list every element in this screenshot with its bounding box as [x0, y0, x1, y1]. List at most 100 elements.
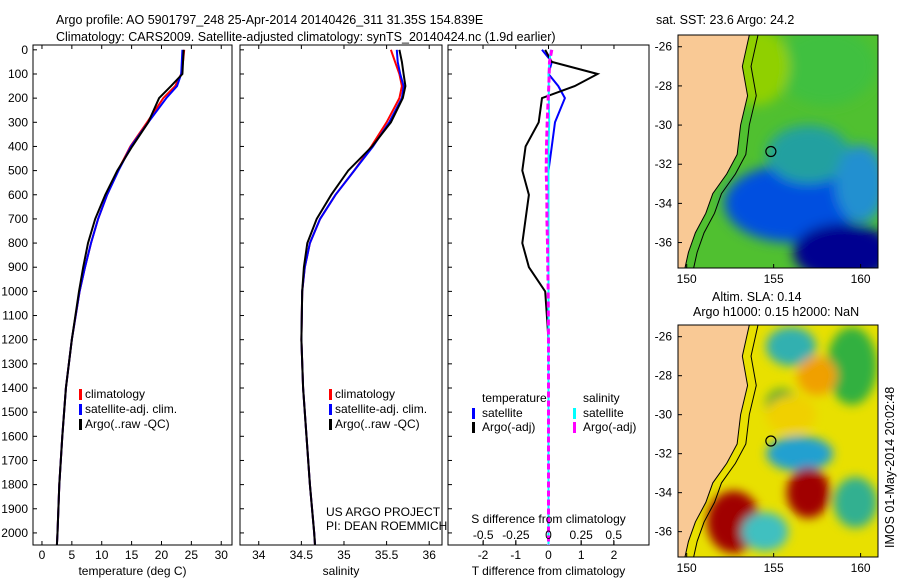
map-frame	[677, 324, 879, 558]
legend-label: Argo(..raw -QC)	[85, 417, 170, 431]
legend-label: climatology	[335, 387, 395, 401]
legend-label: satellite-adj. clim.	[85, 402, 177, 416]
legend-swatch	[79, 419, 82, 430]
map-anomaly-patch	[835, 144, 878, 223]
legend-label: climatology	[85, 387, 145, 401]
x-tick-label: 1	[578, 548, 585, 562]
y-tick-label: 2000	[1, 526, 28, 540]
x-tick-label: 30	[215, 548, 229, 562]
map-anomaly-patch	[775, 35, 876, 106]
y-tick-label: 1100	[2, 309, 28, 323]
y-tick-label: 1300	[1, 357, 28, 371]
x-tick-label: 15	[125, 548, 139, 562]
sst-map-title: sat. SST: 23.6 Argo: 24.2	[656, 13, 795, 27]
y-tick-label: 1700	[1, 453, 28, 467]
map-anomaly-patch	[793, 223, 878, 268]
land	[678, 325, 750, 557]
y-tick-label: 1500	[1, 405, 28, 419]
map-anomaly-patch	[765, 395, 817, 435]
legend-label: satellite-adj. clim.	[335, 402, 427, 416]
map-blobs	[722, 35, 878, 268]
legend-label: satellite	[583, 406, 624, 420]
isobath-line	[693, 35, 759, 268]
legend-label: satellite	[482, 406, 523, 420]
map-field	[678, 325, 878, 557]
legend-swatch	[573, 422, 576, 433]
x-tick-label: -1	[510, 548, 521, 562]
y-tick-label: 1000	[1, 284, 28, 298]
x-tick-label: 0	[39, 548, 46, 562]
x-tick-label: 25	[185, 548, 199, 562]
y-tick-label: 600	[8, 188, 28, 202]
coastline	[684, 325, 750, 557]
x-tick-label: 34	[252, 548, 266, 562]
title-line-1: Argo profile: AO 5901797_248 25-Apr-2014…	[56, 13, 484, 27]
y-tick-label: 0	[21, 43, 28, 57]
lon-tick-label: 160	[851, 561, 871, 575]
lat-tick-label: -26	[655, 330, 673, 344]
series-line-s-argo-adj-	[544, 49, 554, 545]
lat-tick-label: -30	[655, 118, 673, 132]
isobath-line	[693, 325, 759, 557]
series-line-argo-raw-qc-	[55, 49, 185, 546]
x-tick-label: 35.5	[375, 548, 399, 562]
map-anomaly-patch	[765, 326, 817, 366]
sst-map	[677, 34, 879, 269]
argo-location-marker	[765, 145, 777, 158]
legend-swatch	[329, 419, 332, 430]
y-tick-label: 1800	[1, 478, 28, 492]
lon-tick-label: 160	[851, 272, 871, 286]
legend-swatch	[472, 408, 475, 419]
lat-tick-label: -36	[655, 236, 673, 250]
x2-tick-label: -0.25	[502, 528, 530, 542]
legend-label: Argo(..raw -QC)	[335, 417, 420, 431]
project-line-2: PI: DEAN ROEMMICH	[326, 519, 448, 533]
panel-frame	[32, 44, 233, 546]
lat-tick-label: -28	[655, 79, 673, 93]
map-blobs	[706, 326, 878, 554]
lon-tick-label: 150	[677, 272, 697, 286]
legend-title-salinity: salinity	[583, 391, 620, 405]
title-line-2: Climatology: CARS2009. Satellite-adjuste…	[56, 30, 556, 44]
legend-title-temperature: temperature	[482, 391, 547, 405]
legend-swatch	[79, 404, 82, 415]
y-tick-label: 900	[8, 260, 28, 274]
x-axis-label: temperature (deg C)	[78, 564, 186, 578]
map-frame	[677, 34, 879, 269]
sla-map-title-1: Altim. SLA: 0.14	[712, 290, 802, 304]
map-anomaly-patch	[786, 467, 831, 519]
lat-tick-label: -36	[655, 525, 673, 539]
argo-location-marker	[765, 435, 777, 447]
map-anomaly-patch	[741, 512, 789, 552]
legend-swatch	[573, 408, 576, 419]
lat-tick-label: -32	[655, 447, 673, 461]
x-tick-label: 10	[95, 548, 109, 562]
y-tick-label: 1600	[1, 429, 28, 443]
x-tick-label: -2	[478, 548, 489, 562]
map-anomaly-patch	[797, 356, 838, 396]
x-tick-label: 36	[423, 548, 437, 562]
y-tick-label: 1900	[1, 502, 28, 516]
profile-panel-0	[32, 44, 233, 546]
lon-tick-label: 155	[764, 272, 784, 286]
x2-tick-label: 0	[545, 528, 552, 542]
y-tick-label: 400	[8, 139, 28, 153]
lat-tick-label: -26	[655, 40, 673, 54]
x-tick-label: 0	[545, 548, 552, 562]
map-anomaly-patch	[826, 326, 877, 405]
legend-label: Argo(-adj)	[583, 420, 636, 434]
legend-label: Argo(-adj)	[482, 420, 535, 434]
y-tick-label: 700	[8, 212, 28, 226]
legend-swatch	[329, 404, 332, 415]
lat-tick-label: -32	[655, 157, 673, 171]
legend-swatch	[472, 422, 475, 433]
imos-timestamp: IMOS 01-May-2014 20:02:48	[883, 386, 897, 548]
lat-tick-label: -34	[655, 196, 673, 210]
map-anomaly-patch	[724, 164, 858, 243]
y-tick-label: 500	[8, 164, 28, 178]
x-tick-label: 35	[337, 548, 351, 562]
y-tick-label: 300	[8, 115, 28, 129]
map-field	[678, 35, 878, 268]
lat-tick-label: -30	[655, 408, 673, 422]
